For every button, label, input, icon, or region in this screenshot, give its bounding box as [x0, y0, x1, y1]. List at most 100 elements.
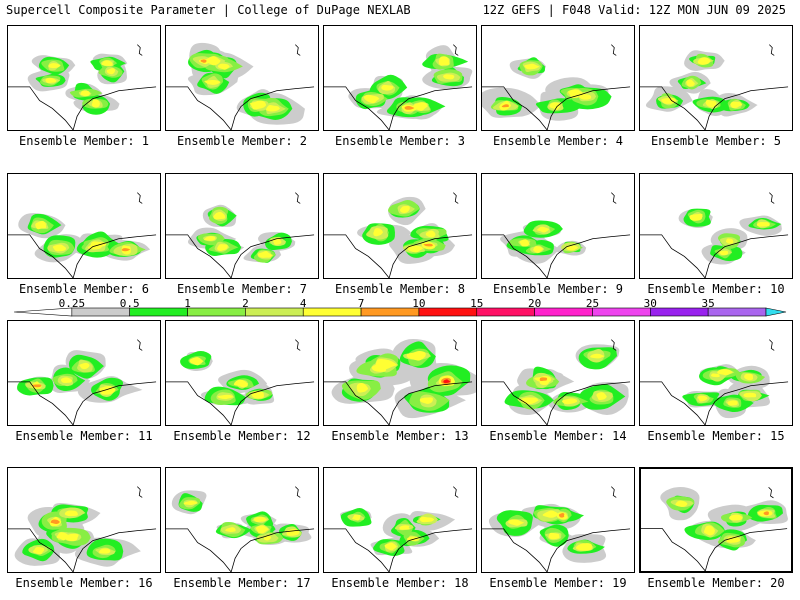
coastline	[611, 44, 617, 56]
scp-contour	[548, 532, 560, 540]
ensemble-member-map-11[interactable]	[7, 320, 161, 426]
member-label: Ensemble Member: 7	[176, 282, 308, 296]
map-canvas	[324, 44, 473, 130]
coastline	[137, 486, 143, 498]
scp-contour	[705, 99, 717, 108]
colorbar-segment	[245, 307, 304, 317]
coastline	[295, 486, 301, 498]
scp-contour	[744, 373, 754, 381]
border-line	[8, 528, 74, 572]
ensemble-member-map-16[interactable]	[7, 467, 161, 573]
scp-contour	[203, 236, 216, 241]
coastline	[769, 339, 775, 351]
scp-contour	[213, 211, 226, 220]
colorbar-tick-label: 20	[527, 297, 542, 310]
coastline	[704, 528, 788, 571]
ensemble-member-map-13[interactable]	[323, 320, 477, 426]
scp-contour	[438, 56, 450, 66]
member-label: Ensemble Member: 4	[492, 134, 624, 148]
scp-contour	[730, 101, 743, 109]
scp-contour	[419, 397, 433, 404]
colorbar-segment	[476, 307, 535, 317]
coastline	[704, 234, 789, 278]
scp-contour	[697, 57, 711, 65]
colorbar-segment	[302, 307, 362, 317]
ensemble-member-map-4[interactable]	[481, 25, 635, 131]
map-canvas	[641, 487, 788, 571]
scp-contour	[406, 245, 423, 253]
scp-contour	[204, 79, 221, 85]
ensemble-member-map-12[interactable]	[165, 320, 319, 426]
colorbar-tick-label: 25	[585, 297, 600, 310]
border-line	[8, 381, 74, 425]
scp-contour	[101, 60, 113, 67]
colorbar-segment	[765, 307, 787, 317]
ensemble-member-map-20[interactable]	[639, 467, 793, 573]
scp-contour	[384, 542, 397, 551]
color-scale-bar	[13, 307, 787, 317]
run-valid-time: 12Z GEFS | F048 Valid: 12Z MON JUN 09 20…	[482, 3, 786, 17]
coastline	[769, 44, 775, 56]
coastline	[546, 381, 631, 425]
scp-contour	[568, 89, 585, 99]
ensemble-member-map-2[interactable]	[165, 25, 319, 131]
border-line	[482, 86, 548, 130]
coastline	[768, 487, 774, 499]
coastline	[295, 44, 301, 56]
scp-contour	[743, 392, 757, 398]
scp-contour	[425, 230, 436, 238]
ensemble-member-map-17[interactable]	[165, 467, 319, 573]
member-label: Ensemble Member: 18	[331, 576, 469, 590]
coastline	[137, 339, 143, 351]
scp-contour	[356, 382, 369, 393]
member-label: Ensemble Member: 16	[15, 576, 153, 590]
scp-contour	[412, 102, 428, 111]
ensemble-member-map-5[interactable]	[639, 25, 793, 131]
ensemble-member-map-9[interactable]	[481, 173, 635, 279]
ensemble-member-map-6[interactable]	[7, 173, 161, 279]
scp-contour	[423, 243, 434, 247]
coastline	[769, 192, 775, 204]
member-label: Ensemble Member: 17	[173, 576, 311, 590]
scp-contour	[217, 244, 228, 252]
coastline	[546, 234, 631, 278]
coastline	[453, 192, 459, 204]
member-label: Ensemble Member: 1	[18, 134, 150, 148]
border-line	[8, 86, 74, 130]
scp-contour	[443, 379, 451, 384]
ensemble-member-map-8[interactable]	[323, 173, 477, 279]
coastline	[388, 234, 473, 278]
ensemble-member-map-7[interactable]	[165, 173, 319, 279]
map-canvas	[324, 192, 473, 278]
coastline	[295, 339, 301, 351]
ensemble-member-map-19[interactable]	[481, 467, 635, 573]
map-canvas	[640, 44, 789, 130]
scp-contour	[726, 536, 741, 543]
member-label: Ensemble Member: 10	[647, 282, 785, 296]
ensemble-member-map-1[interactable]	[7, 25, 161, 131]
member-label: Ensemble Member: 2	[176, 134, 308, 148]
scp-contour	[686, 79, 695, 87]
border-line	[324, 381, 390, 425]
map-canvas	[166, 339, 315, 425]
border-line	[324, 86, 390, 130]
scp-contour	[250, 100, 267, 110]
ensemble-member-map-3[interactable]	[323, 25, 477, 131]
scp-contour	[661, 97, 677, 104]
ensemble-member-map-14[interactable]	[481, 320, 635, 426]
ensemble-member-map-10[interactable]	[639, 173, 793, 279]
ensemble-member-map-15[interactable]	[639, 320, 793, 426]
scp-contour	[52, 244, 67, 252]
coastline	[230, 86, 315, 130]
scp-contour	[443, 74, 455, 80]
scp-contour	[763, 511, 769, 516]
scp-contour	[406, 536, 419, 542]
colorbar-tick-label: 0.5	[119, 297, 140, 310]
page-title: Supercell Composite Parameter | College …	[6, 3, 411, 17]
scp-contour	[399, 525, 410, 530]
scp-contour	[80, 90, 91, 97]
scp-contour	[703, 525, 716, 536]
ensemble-member-map-18[interactable]	[323, 467, 477, 573]
scp-contour	[675, 500, 688, 507]
map-canvas	[166, 192, 315, 278]
